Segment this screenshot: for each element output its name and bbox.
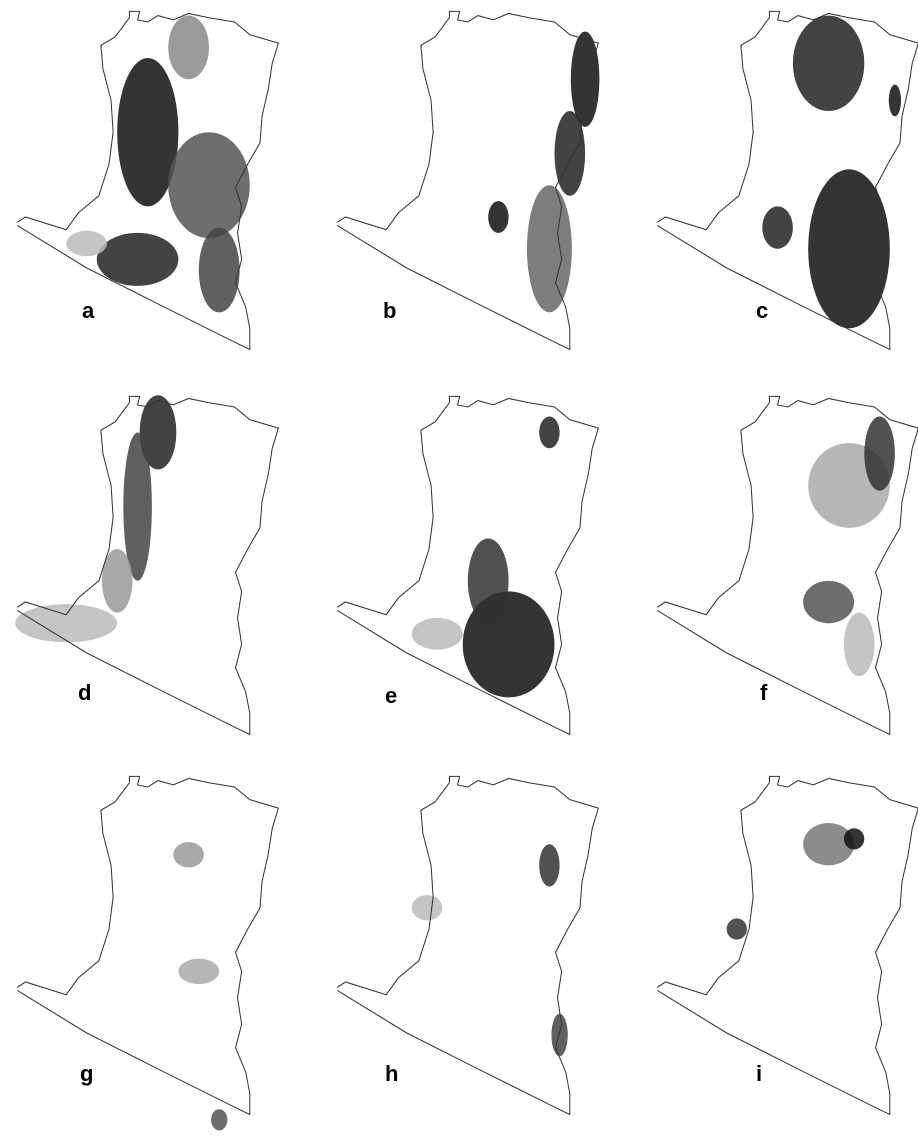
map-region: [97, 233, 179, 286]
map-panel: [657, 11, 918, 349]
map-region: [168, 132, 250, 238]
map-region: [15, 604, 117, 642]
map-panel: [657, 396, 918, 734]
map-panel: [17, 776, 278, 1130]
panel-label: i: [756, 1061, 762, 1086]
map-region: [66, 231, 107, 256]
panel-label: b: [383, 298, 396, 323]
map-region: [539, 844, 559, 886]
map-panel: [337, 11, 599, 349]
map-region: [412, 895, 443, 920]
map-region: [527, 185, 572, 312]
map-panel: [337, 776, 598, 1114]
map-region: [864, 417, 895, 491]
map-region: [571, 31, 600, 126]
map-outline: [17, 776, 278, 1114]
map-region: [468, 538, 509, 623]
map-region: [889, 84, 901, 116]
map-panel: [15, 395, 278, 734]
map-region: [211, 1109, 227, 1130]
map-region: [844, 613, 875, 677]
map-region: [412, 618, 463, 650]
panel-label: a: [82, 298, 95, 323]
panel-label: d: [78, 680, 91, 705]
panel-label: f: [760, 680, 768, 705]
map-region: [727, 918, 747, 939]
figure: a b c d e f g h i: [0, 0, 918, 1140]
panel-label: g: [80, 1061, 93, 1086]
map-region: [488, 201, 508, 233]
map-region: [551, 1014, 567, 1056]
map-panel: [657, 776, 918, 1114]
map-region: [793, 16, 864, 111]
panel-label: c: [756, 298, 768, 323]
map-outline: [337, 776, 598, 1114]
map-region: [539, 417, 559, 449]
panel-label: e: [385, 683, 397, 708]
map-region: [762, 206, 793, 248]
map-region: [803, 581, 854, 623]
map-region: [844, 828, 864, 849]
map-panel: [337, 396, 598, 734]
map-panel: [17, 11, 278, 349]
map-outline: [657, 776, 918, 1114]
map-region: [555, 111, 586, 196]
map-region: [168, 16, 209, 80]
map-outline: [337, 396, 598, 734]
panel-label: h: [385, 1061, 398, 1086]
map-region: [173, 842, 204, 867]
map-region: [178, 959, 219, 984]
map-region: [199, 228, 240, 313]
